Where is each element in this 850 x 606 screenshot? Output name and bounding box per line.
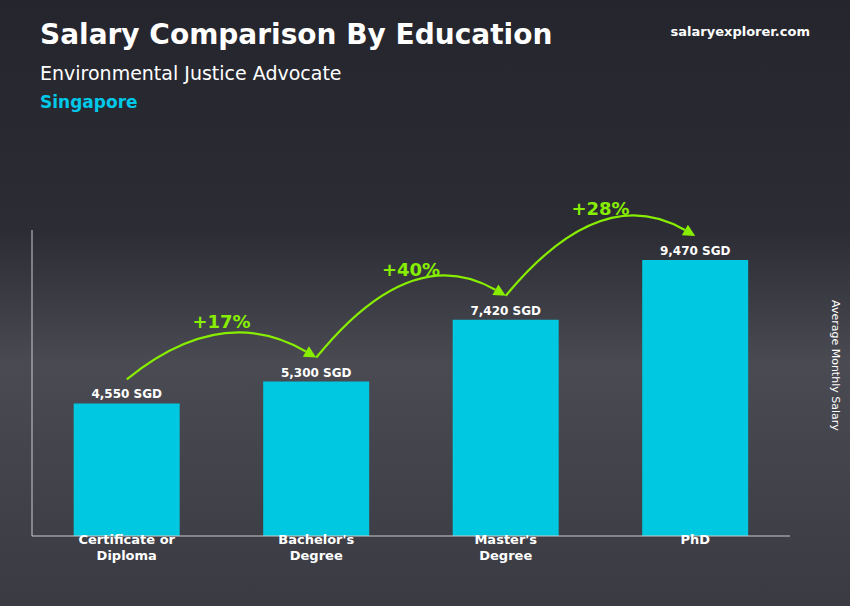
svg-text:5,300 SGD: 5,300 SGD bbox=[281, 366, 352, 380]
svg-text:4,550 SGD: 4,550 SGD bbox=[91, 387, 162, 401]
svg-text:7,420 SGD: 7,420 SGD bbox=[470, 304, 541, 318]
svg-text:PhD: PhD bbox=[680, 532, 710, 547]
svg-text:9,470 SGD: 9,470 SGD bbox=[660, 244, 731, 258]
svg-text:+40%: +40% bbox=[382, 259, 440, 280]
html-text:salaryexplorer.com: salaryexplorer.com bbox=[670, 24, 810, 39]
svg-text:Certificate orDiploma: Certificate orDiploma bbox=[79, 532, 176, 563]
html-text:Singapore: Singapore bbox=[40, 92, 138, 112]
html-text:Environmental Justice Advocate: Environmental Justice Advocate bbox=[40, 62, 342, 84]
svg-text:+28%: +28% bbox=[571, 198, 629, 219]
svg-text:Master'sDegree: Master'sDegree bbox=[474, 532, 537, 563]
svg-text:+17%: +17% bbox=[192, 311, 250, 332]
svg-text:Bachelor'sDegree: Bachelor'sDegree bbox=[278, 532, 354, 563]
html-text:Salary Comparison By Education: Salary Comparison By Education bbox=[40, 18, 553, 51]
html-text:Average Monthly Salary: Average Monthly Salary bbox=[829, 300, 842, 431]
